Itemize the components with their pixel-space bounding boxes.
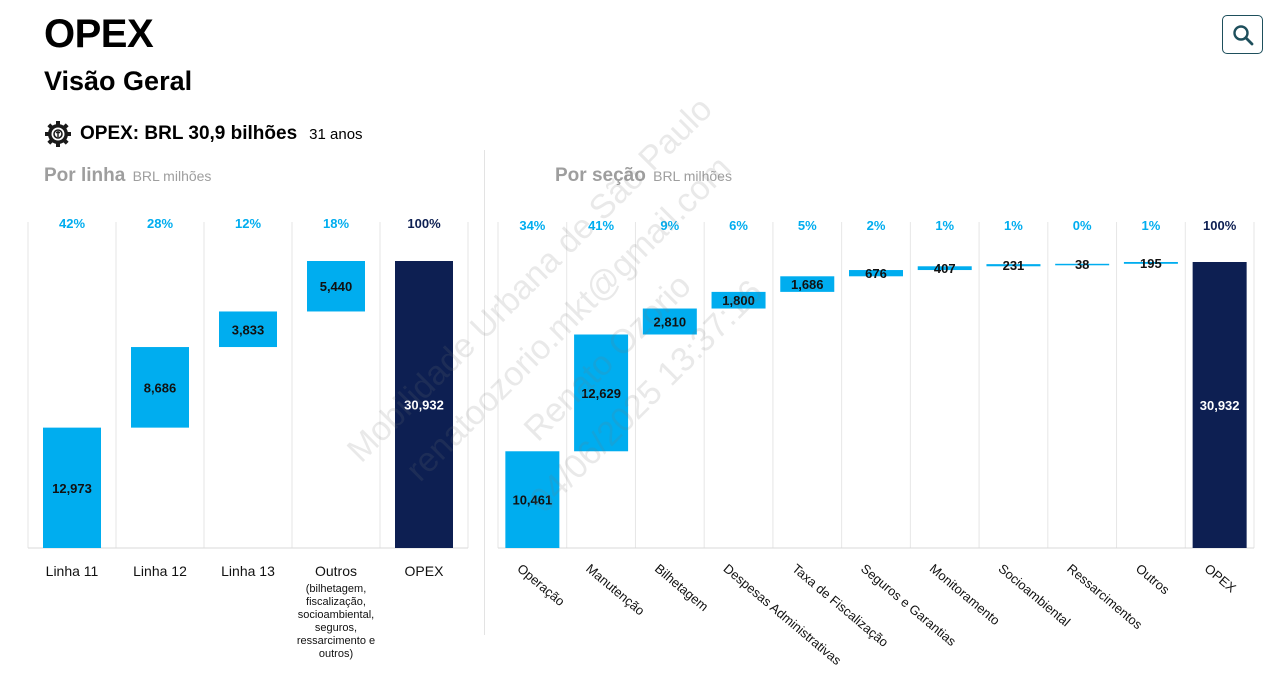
bar-total bbox=[1192, 262, 1247, 548]
category-label: Operação bbox=[514, 561, 567, 609]
chart-1-title-wrap: Por linha BRL milhões bbox=[44, 165, 211, 187]
percent-label: 100% bbox=[1203, 218, 1237, 233]
category-label: Monitoramento bbox=[927, 561, 1003, 628]
bar bbox=[849, 270, 903, 277]
value-label: 231 bbox=[1003, 258, 1025, 273]
bar bbox=[307, 261, 365, 312]
value-label: 12,629 bbox=[581, 386, 621, 401]
value-label: 30,932 bbox=[404, 398, 444, 413]
percent-label: 42% bbox=[59, 216, 85, 231]
search-icon bbox=[1232, 24, 1253, 45]
percent-label: 5% bbox=[798, 218, 817, 233]
bar bbox=[574, 334, 629, 452]
percent-label: 41% bbox=[588, 218, 614, 233]
value-label: 1,800 bbox=[722, 293, 755, 308]
value-label: 195 bbox=[1140, 256, 1162, 271]
chart-2-unit: BRL milhões bbox=[653, 168, 732, 184]
percent-label: 6% bbox=[729, 218, 748, 233]
category-label: Linha 12 bbox=[133, 563, 187, 579]
category-label: Linha 11 bbox=[46, 563, 99, 579]
chart-2-title: Por seção bbox=[555, 165, 646, 186]
bar bbox=[711, 291, 766, 309]
percent-label: 18% bbox=[323, 216, 349, 231]
category-label: Linha 13 bbox=[221, 563, 275, 579]
bar bbox=[43, 427, 101, 548]
chart-2-title-wrap: Por seção BRL milhões bbox=[555, 165, 732, 187]
bar bbox=[1055, 263, 1110, 266]
search-button[interactable] bbox=[1222, 15, 1263, 54]
bar bbox=[642, 308, 697, 335]
percent-label: 34% bbox=[519, 218, 545, 233]
category-label: Outros bbox=[1133, 561, 1173, 598]
chart-1: 12,973 42% Linha 11 8,686 28% Linha 12 3,833 12… bbox=[27, 216, 469, 660]
value-label: 8,686 bbox=[144, 380, 177, 395]
value-label: 12,973 bbox=[52, 481, 92, 496]
percent-label: 1% bbox=[1004, 218, 1023, 233]
category-label: Despesas Administrativas bbox=[721, 561, 845, 668]
category-label: OPEX bbox=[1202, 561, 1240, 596]
percent-label: 100% bbox=[407, 216, 441, 231]
chart-1-title: Por linha bbox=[44, 165, 126, 186]
summary-label: OPEX: BRL 30,9 bilhões bbox=[80, 123, 298, 144]
page-title: OPEX bbox=[44, 12, 154, 56]
category-label: Bilhetagem bbox=[652, 561, 711, 614]
category-label: Outros bbox=[315, 563, 357, 579]
percent-label: 9% bbox=[660, 218, 679, 233]
opex-summary: OPEX: BRL 30,9 bilhões 31 anos bbox=[44, 120, 363, 148]
bar-total bbox=[395, 261, 453, 548]
category-label: OPEX bbox=[405, 563, 445, 579]
bar bbox=[131, 347, 189, 428]
percent-label: 12% bbox=[235, 216, 261, 231]
percent-label: 28% bbox=[147, 216, 173, 231]
value-label: 2,810 bbox=[654, 315, 687, 330]
bar bbox=[219, 311, 277, 348]
gear-icon bbox=[45, 121, 71, 147]
chart-1-unit: BRL milhões bbox=[132, 168, 212, 184]
value-label: 30,932 bbox=[1200, 398, 1240, 413]
value-label: 3,833 bbox=[232, 322, 265, 337]
bar bbox=[505, 451, 560, 548]
summary-period: 31 anos bbox=[309, 125, 363, 143]
category-note: (bilhetagem, fiscalização, socioambiental,… bbox=[297, 583, 375, 660]
page-subtitle: Visão Geral bbox=[44, 66, 193, 96]
bar bbox=[780, 276, 835, 292]
percent-label: 1% bbox=[1142, 218, 1161, 233]
category-label: Socioambiental bbox=[996, 561, 1074, 630]
value-label: 676 bbox=[865, 266, 887, 281]
category-label: Manutenção bbox=[583, 561, 647, 618]
percent-label: 2% bbox=[867, 218, 886, 233]
value-label: 38 bbox=[1075, 257, 1089, 272]
section-divider bbox=[484, 150, 485, 635]
percent-label: 1% bbox=[935, 218, 954, 233]
value-label: 1,686 bbox=[791, 277, 824, 292]
bar bbox=[1123, 261, 1178, 264]
value-label: 5,440 bbox=[320, 279, 353, 294]
percent-label: 0% bbox=[1073, 218, 1092, 233]
bar bbox=[986, 264, 1041, 267]
value-label: 407 bbox=[934, 261, 956, 276]
value-label: 10,461 bbox=[512, 493, 552, 508]
chart-2: 10,461 34% Operação 12,629 41% Manutenção 2,81… bbox=[497, 218, 1255, 668]
bar bbox=[917, 266, 972, 271]
